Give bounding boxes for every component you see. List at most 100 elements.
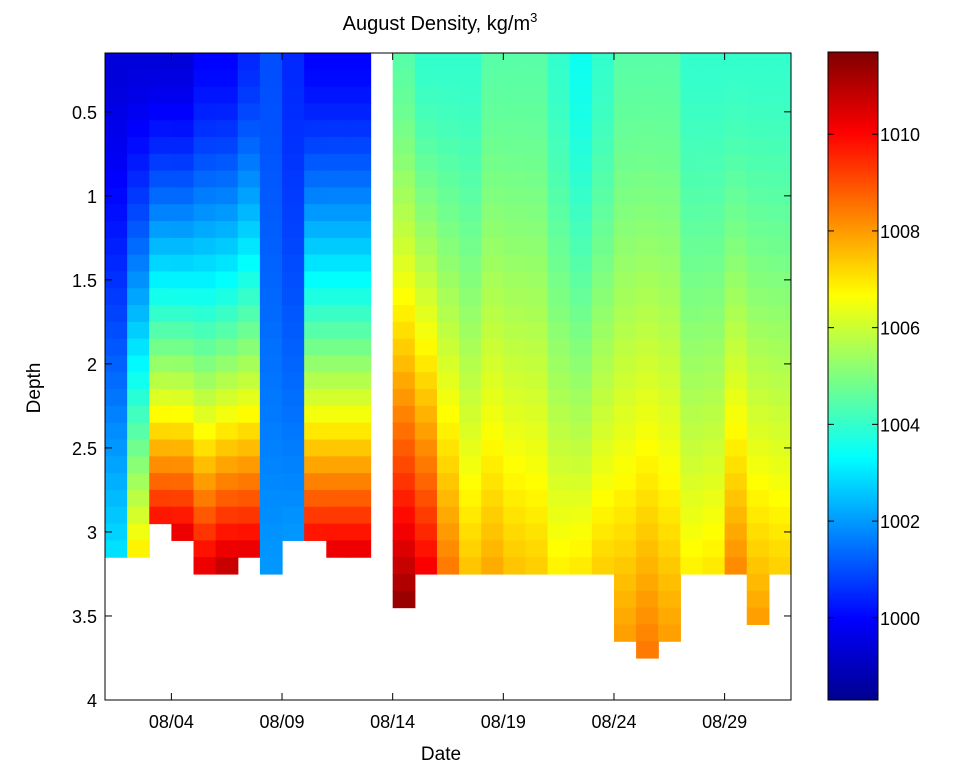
heatmap-cell	[680, 523, 704, 541]
heatmap-cell	[459, 288, 482, 306]
heatmap-cell	[702, 271, 726, 289]
heatmap-cell	[304, 523, 327, 541]
heatmap-cell	[503, 557, 527, 575]
heatmap-cell	[105, 120, 128, 138]
heatmap-cell	[304, 271, 327, 289]
heatmap-cell	[259, 338, 283, 357]
heatmap-cell	[171, 422, 195, 441]
heatmap-cell	[105, 137, 128, 155]
heatmap-cell	[149, 103, 172, 121]
heatmap-cell	[768, 372, 791, 390]
heatmap-cell	[105, 405, 128, 424]
heatmap-cell	[702, 305, 726, 323]
plot-frame	[104, 52, 792, 701]
heatmap-cell	[105, 254, 128, 273]
heatmap-cell	[636, 489, 659, 508]
heatmap-cell	[259, 204, 283, 222]
heatmap-cell	[746, 590, 770, 609]
heatmap-cell	[569, 456, 593, 474]
heatmap-cell	[724, 321, 748, 340]
heatmap-cell	[215, 221, 239, 239]
heatmap-cell	[636, 69, 659, 88]
heatmap-cell	[282, 187, 305, 205]
heatmap-cell	[768, 221, 791, 239]
heatmap-cell	[459, 405, 482, 424]
heatmap-cell	[702, 170, 726, 189]
heatmap-cell	[436, 439, 460, 457]
heatmap-cell	[127, 422, 150, 441]
heatmap-cell	[459, 53, 482, 71]
heatmap-cell	[613, 624, 637, 642]
heatmap-cell	[259, 53, 283, 71]
heatmap-cell	[702, 405, 726, 424]
heatmap-cell	[215, 321, 239, 340]
heatmap-cell	[392, 355, 416, 373]
heatmap-cell	[547, 456, 571, 474]
heatmap-cell	[569, 540, 593, 558]
heatmap-cell	[414, 321, 438, 340]
heatmap-cell	[215, 389, 239, 407]
heatmap-cell	[304, 153, 327, 172]
heatmap-cell	[436, 506, 460, 525]
heatmap-cell	[127, 473, 150, 491]
heatmap-cell	[259, 137, 283, 155]
y-axis: 0.5 1 1.5 2 2.5 3 3.5 4	[72, 103, 791, 711]
heatmap-cell	[237, 288, 261, 306]
colorbar-tick-label: 1004	[880, 415, 920, 435]
heatmap-cell	[613, 489, 637, 508]
heatmap-cell	[392, 372, 416, 390]
colorbar-tick-label: 1000	[880, 609, 920, 629]
heatmap-cell	[282, 221, 305, 239]
heatmap-cell	[636, 321, 659, 340]
heatmap-cell	[304, 439, 327, 457]
heatmap-cell	[547, 120, 571, 138]
heatmap-cell	[613, 557, 637, 575]
heatmap-cell	[591, 271, 615, 289]
heatmap-cell	[613, 53, 637, 71]
heatmap-cell	[237, 439, 261, 457]
heatmap-cell	[746, 187, 770, 205]
heatmap-cell	[304, 321, 327, 340]
heatmap-cell	[348, 523, 372, 541]
heatmap-cell	[414, 86, 438, 105]
heatmap-cell	[348, 422, 372, 441]
heatmap-cell	[215, 405, 239, 424]
heatmap-cell	[237, 456, 261, 474]
heatmap-cell	[591, 254, 615, 273]
heatmap-cell	[636, 557, 659, 575]
heatmap-cell	[127, 540, 150, 558]
heatmap-cell	[680, 540, 704, 558]
heatmap-cell	[459, 103, 482, 121]
heatmap-cell	[503, 170, 527, 189]
heatmap-cell	[658, 557, 681, 575]
heatmap-cell	[525, 557, 549, 575]
heatmap-cell	[613, 305, 637, 323]
heatmap-cell	[171, 120, 195, 138]
heatmap-cell	[613, 221, 637, 239]
heatmap-cell	[525, 153, 549, 172]
heatmap-cell	[282, 305, 305, 323]
heatmap-cell	[768, 405, 791, 424]
heatmap-cell	[702, 338, 726, 357]
heatmap-cell	[105, 540, 128, 558]
heatmap-cell	[525, 405, 549, 424]
heatmap-cell	[237, 489, 261, 508]
heatmap-cell	[569, 53, 593, 71]
heatmap-cell	[149, 489, 172, 508]
heatmap-cell	[547, 422, 571, 441]
heatmap-cell	[127, 372, 150, 390]
heatmap-cell	[680, 473, 704, 491]
heatmap-cell	[282, 153, 305, 172]
heatmap-cell	[459, 254, 482, 273]
heatmap-cell	[304, 355, 327, 373]
heatmap-cell	[636, 187, 659, 205]
heatmap-cell	[525, 187, 549, 205]
heatmap-cell	[237, 237, 261, 256]
heatmap-cell	[326, 170, 350, 189]
colorbar-tick-label: 1006	[880, 319, 920, 339]
heatmap-cell	[768, 53, 791, 71]
heatmap-cell	[193, 372, 217, 390]
heatmap-cell	[658, 523, 681, 541]
heatmap-cell	[215, 237, 239, 256]
heatmap-cell	[149, 372, 172, 390]
